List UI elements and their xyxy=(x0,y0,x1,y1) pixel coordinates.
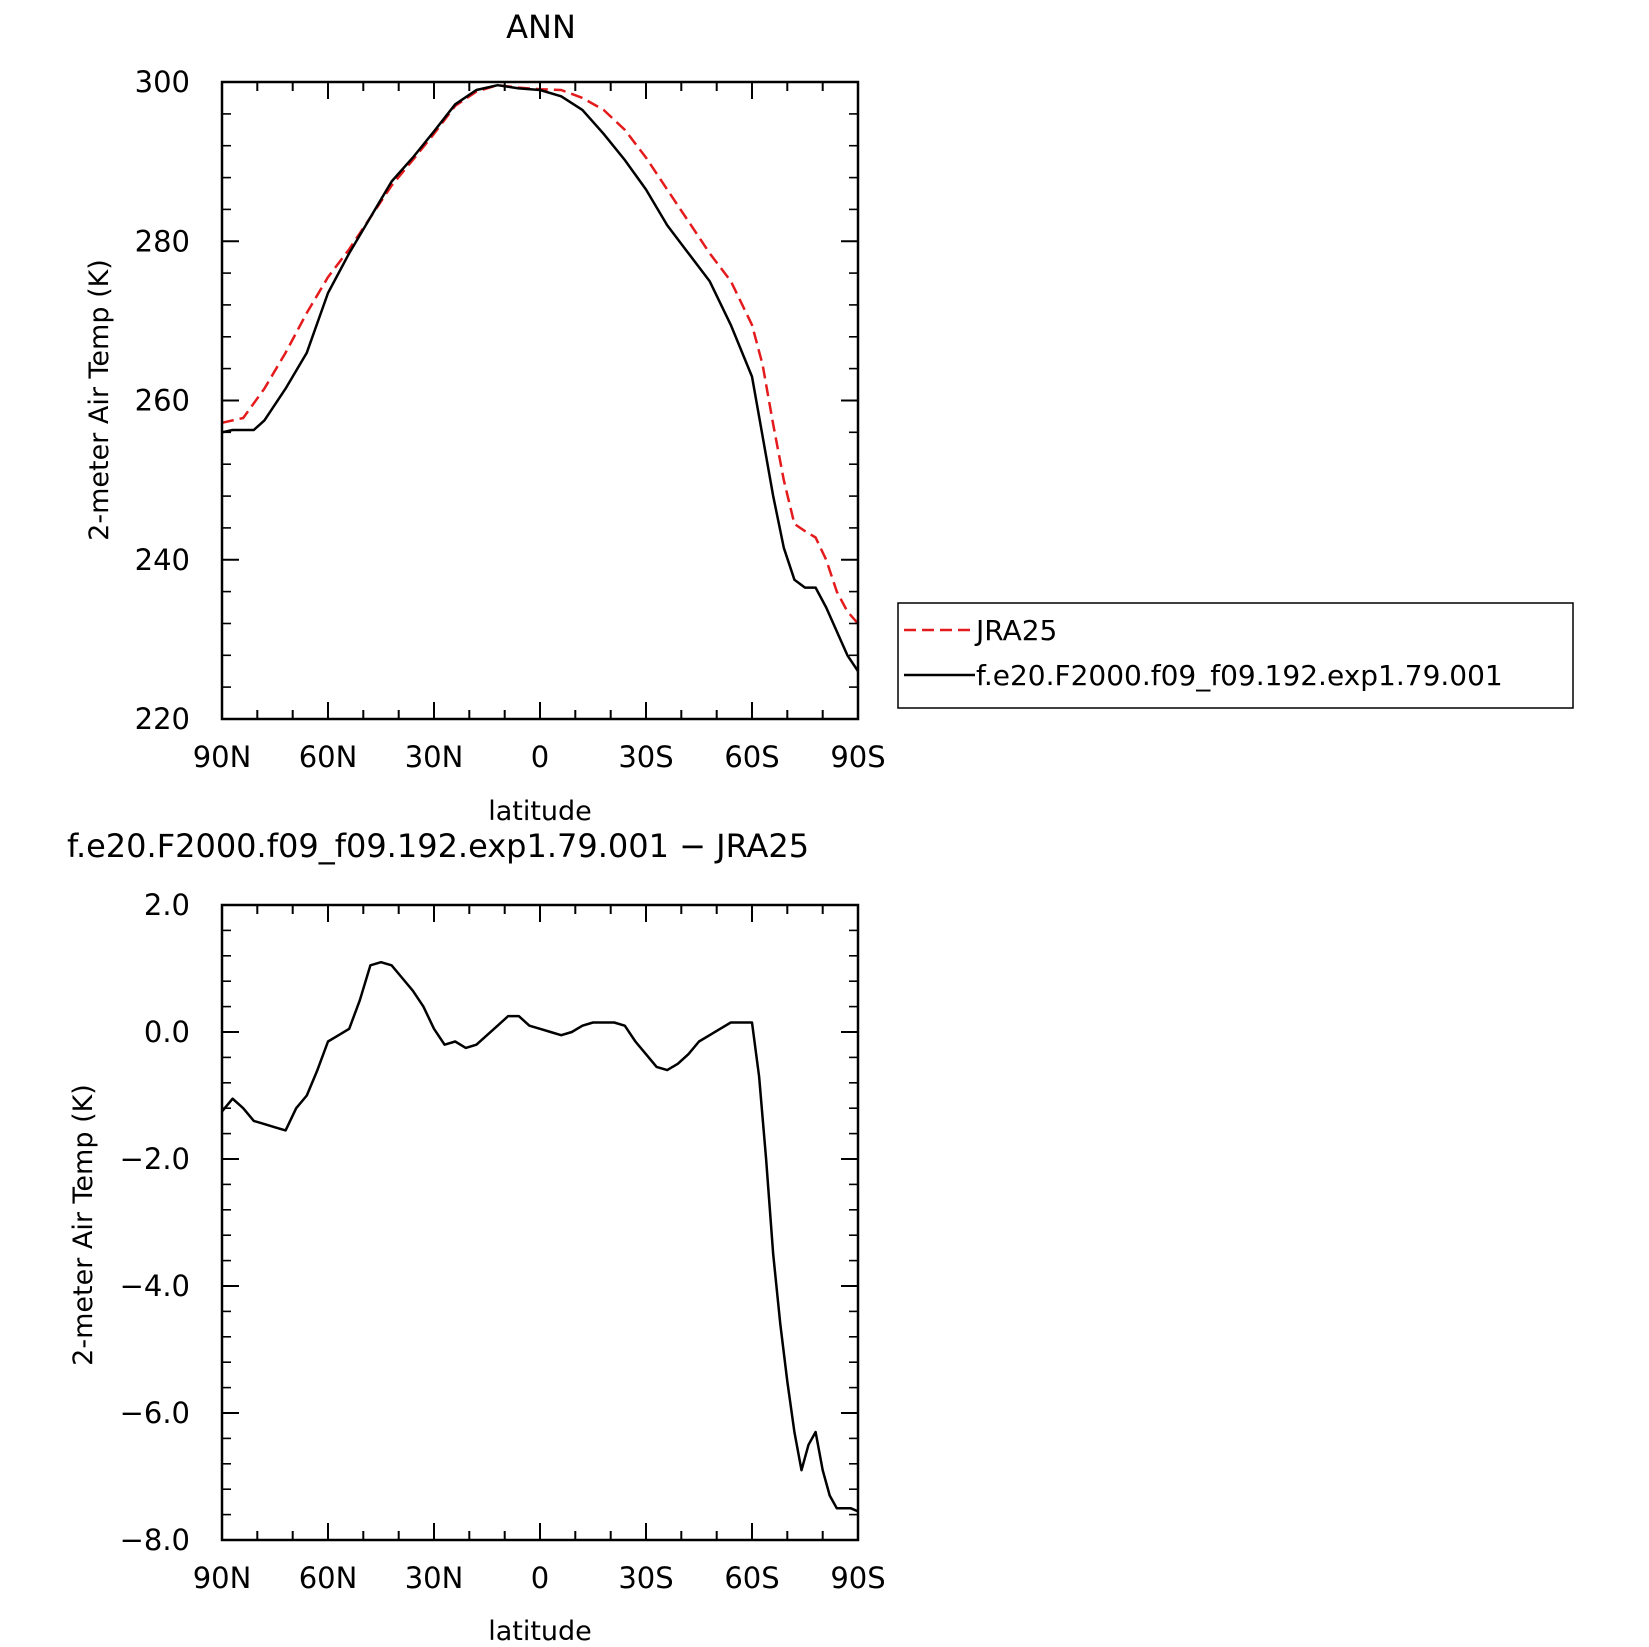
top-panel-y-tick-label: 260 xyxy=(135,384,190,418)
bottom-panel: f.e20.F2000.f09_f09.192.exp1.79.001 − JR… xyxy=(67,827,886,1647)
bottom-panel-series-line-difference xyxy=(221,960,859,1513)
bottom-panel-y-tick-label: −2.0 xyxy=(120,1142,190,1176)
top-panel-title: ANN xyxy=(506,8,576,46)
top-panel-x-tick-label: 0 xyxy=(531,740,549,774)
bottom-panel-y-tick-labels: −8.0 −6.0 −4.0 −2.0 0.0 2.0 xyxy=(120,888,190,1557)
bottom-panel-title: f.e20.F2000.f09_f09.192.exp1.79.001 − JR… xyxy=(67,827,809,865)
top-panel-x-tick-label: 90S xyxy=(830,740,885,774)
bottom-panel-x-tick-label: 60S xyxy=(724,1561,779,1595)
bottom-panel-y-tick-label: 0.0 xyxy=(144,1015,190,1049)
bottom-panel-y-tick-label: 2.0 xyxy=(144,888,190,922)
bottom-panel-x-tick-labels: 90N 60N 30N 0 30S 60S 90S xyxy=(193,1561,886,1595)
legend: JRA25 f.e20.F2000.f09_f09.192.exp1.79.00… xyxy=(897,602,1574,709)
top-panel-x-axis-title: latitude xyxy=(488,796,592,827)
top-panel-series-layer xyxy=(221,83,860,672)
top-panel-x-tick-labels: 90N 60N 30N 0 30S 60S 90S xyxy=(193,740,886,774)
top-panel-y-tick-label: 220 xyxy=(135,702,190,736)
top-panel-series-line-jra25 xyxy=(221,83,859,625)
legend-box xyxy=(897,602,1574,709)
bottom-panel-series-layer xyxy=(221,960,859,1513)
top-panel-y-tick-label: 240 xyxy=(135,543,190,577)
top-panel-y-tick-label: 280 xyxy=(135,224,190,258)
bottom-panel-x-tick-label: 90S xyxy=(830,1561,885,1595)
bottom-panel-x-tick-label: 90N xyxy=(193,1561,252,1595)
top-panel-series-line-f-e20-f2000-f09-f09-192-exp1-79-001 xyxy=(221,83,860,672)
top-panel-y-axis-title: 2-meter Air Temp (K) xyxy=(84,259,115,541)
bottom-panel-y-tick-label: −8.0 xyxy=(120,1523,190,1557)
bottom-panel-ticks xyxy=(221,904,859,1541)
bottom-panel-x-tick-label: 30N xyxy=(405,1561,464,1595)
top-panel-x-tick-label: 30S xyxy=(618,740,673,774)
top-panel-ticks xyxy=(221,81,859,720)
bottom-panel-x-tick-label: 0 xyxy=(531,1561,549,1595)
top-panel-y-tick-label: 300 xyxy=(135,65,190,99)
bottom-panel-x-axis-title: latitude xyxy=(488,1616,592,1647)
top-panel-x-tick-label: 90N xyxy=(193,740,252,774)
bottom-panel-y-tick-label: −6.0 xyxy=(120,1396,190,1430)
bottom-panel-x-tick-label: 30S xyxy=(618,1561,673,1595)
bottom-panel-y-tick-label: −4.0 xyxy=(120,1269,190,1303)
top-panel-x-tick-label: 60N xyxy=(299,740,358,774)
top-panel-x-tick-label: 30N xyxy=(405,740,464,774)
top-panel-y-tick-labels: 220 240 260 280 300 xyxy=(135,65,190,736)
bottom-panel-y-axis-title: 2-meter Air Temp (K) xyxy=(68,1084,99,1366)
legend-label-jra25: JRA25 xyxy=(974,614,1057,647)
top-panel-x-tick-label: 60S xyxy=(724,740,779,774)
bottom-panel-x-tick-label: 60N xyxy=(299,1561,358,1595)
legend-label-model: f.e20.F2000.f09_f09.192.exp1.79.001 xyxy=(976,659,1503,692)
